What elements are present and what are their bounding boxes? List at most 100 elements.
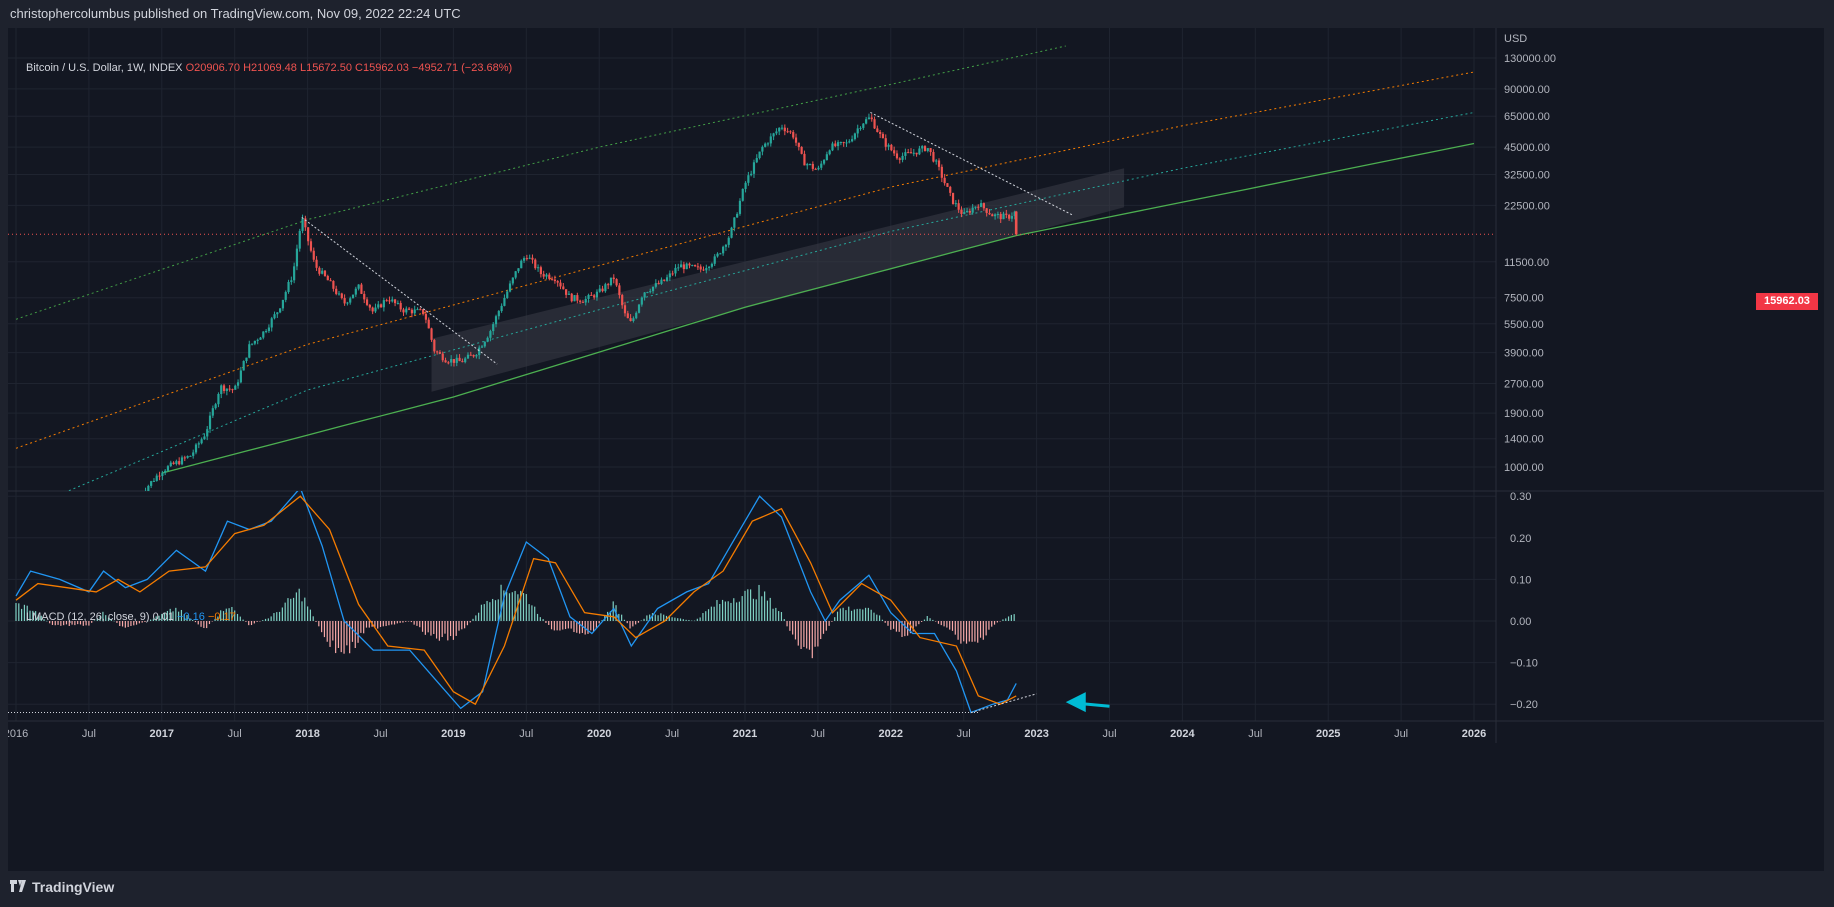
candle-body[interactable]: [147, 485, 150, 491]
candle-body[interactable]: [536, 267, 540, 269]
candle-body[interactable]: [461, 361, 464, 363]
candle-body[interactable]: [178, 461, 181, 465]
candle-body[interactable]: [876, 128, 879, 132]
candle-body[interactable]: [553, 279, 556, 282]
candle-body[interactable]: [873, 119, 876, 129]
candle-body[interactable]: [696, 266, 699, 268]
candle-body[interactable]: [590, 294, 593, 296]
candle-body[interactable]: [511, 277, 514, 284]
candle-body[interactable]: [814, 168, 817, 170]
candle-body[interactable]: [856, 128, 859, 134]
candle-body[interactable]: [828, 150, 831, 155]
candle-body[interactable]: [349, 298, 352, 303]
candle-body[interactable]: [262, 331, 265, 338]
candle-body[interactable]: [895, 153, 899, 159]
candle-body[interactable]: [713, 256, 716, 264]
candle-body[interactable]: [780, 127, 784, 129]
candle-body[interactable]: [346, 302, 349, 304]
candle-body[interactable]: [531, 257, 534, 260]
candle-body[interactable]: [979, 203, 983, 207]
candle-body[interactable]: [279, 308, 282, 313]
candle-body[interactable]: [455, 357, 458, 363]
candle-body[interactable]: [929, 148, 932, 153]
candle-body[interactable]: [500, 305, 503, 312]
candle-body[interactable]: [259, 337, 262, 340]
candle-body[interactable]: [410, 309, 414, 314]
candle-body[interactable]: [441, 353, 444, 361]
candle-body[interactable]: [901, 155, 904, 160]
candle-body[interactable]: [607, 284, 610, 286]
candle-body[interactable]: [436, 351, 439, 353]
candle-body[interactable]: [273, 314, 276, 319]
candle-body[interactable]: [665, 277, 669, 281]
candle-body[interactable]: [517, 268, 520, 272]
candle-body[interactable]: [208, 415, 212, 430]
candle-body[interactable]: [635, 312, 638, 319]
candle-body[interactable]: [360, 284, 363, 294]
candle-body[interactable]: [915, 152, 918, 155]
candle-body[interactable]: [724, 244, 728, 247]
candle-body[interactable]: [559, 282, 562, 287]
candle-body[interactable]: [267, 327, 271, 332]
candle-body[interactable]: [951, 192, 955, 204]
candle-body[interactable]: [604, 284, 607, 292]
candle-body[interactable]: [601, 288, 604, 292]
candle-body[interactable]: [593, 295, 596, 298]
candle-body[interactable]: [466, 354, 470, 359]
candle-body[interactable]: [494, 316, 498, 325]
candle-body[interactable]: [755, 158, 758, 163]
candle-body[interactable]: [281, 299, 285, 309]
candle-body[interactable]: [290, 280, 293, 282]
candle-body[interactable]: [472, 354, 475, 357]
candle-body[interactable]: [172, 462, 175, 465]
candle-body[interactable]: [937, 160, 941, 167]
candle-body[interactable]: [469, 354, 472, 356]
candle-body[interactable]: [139, 495, 141, 496]
candle-body[interactable]: [926, 148, 929, 151]
candle-body[interactable]: [716, 253, 719, 257]
candle-body[interactable]: [315, 259, 318, 268]
candle-body[interactable]: [982, 203, 985, 209]
candle-body[interactable]: [452, 359, 456, 363]
candle-body[interactable]: [674, 267, 677, 274]
candle-body[interactable]: [800, 146, 803, 154]
candle-body[interactable]: [811, 163, 814, 169]
candle-body[interactable]: [879, 131, 882, 134]
candle-body[interactable]: [152, 480, 156, 482]
candle-body[interactable]: [382, 300, 385, 308]
candle-body[interactable]: [870, 117, 873, 120]
candle-body[interactable]: [503, 297, 506, 306]
candle-body[interactable]: [741, 188, 744, 201]
candle-body[interactable]: [646, 292, 649, 294]
candle-body[interactable]: [887, 144, 890, 147]
candle-body[interactable]: [236, 382, 240, 386]
candle-body[interactable]: [550, 278, 554, 280]
candle-body[interactable]: [766, 143, 770, 145]
candle-body[interactable]: [865, 119, 868, 124]
candle-body[interactable]: [483, 341, 486, 347]
candle-body[interactable]: [427, 319, 430, 329]
candle-body[interactable]: [576, 295, 579, 301]
candle-body[interactable]: [761, 146, 764, 152]
candle-body[interactable]: [301, 218, 304, 231]
candle-body[interactable]: [222, 385, 226, 391]
candle-body[interactable]: [525, 258, 528, 260]
candle-body[interactable]: [304, 218, 307, 228]
candle-body[interactable]: [968, 210, 971, 213]
candle-body[interactable]: [999, 213, 1002, 220]
candle-body[interactable]: [562, 286, 565, 290]
candle-body[interactable]: [206, 429, 209, 437]
candle-body[interactable]: [677, 267, 680, 269]
candle-body[interactable]: [150, 481, 153, 486]
candle-body[interactable]: [573, 295, 576, 302]
candle-body[interactable]: [912, 152, 915, 154]
downtrend-line-2[interactable]: [870, 112, 1074, 216]
candle-body[interactable]: [626, 313, 629, 319]
candle-body[interactable]: [220, 385, 223, 394]
candle-body[interactable]: [492, 324, 495, 332]
candle-body[interactable]: [845, 142, 848, 144]
candle-body[interactable]: [960, 209, 963, 214]
candle-body[interactable]: [203, 436, 206, 440]
candle-body[interactable]: [940, 166, 943, 178]
candle-body[interactable]: [164, 470, 167, 473]
